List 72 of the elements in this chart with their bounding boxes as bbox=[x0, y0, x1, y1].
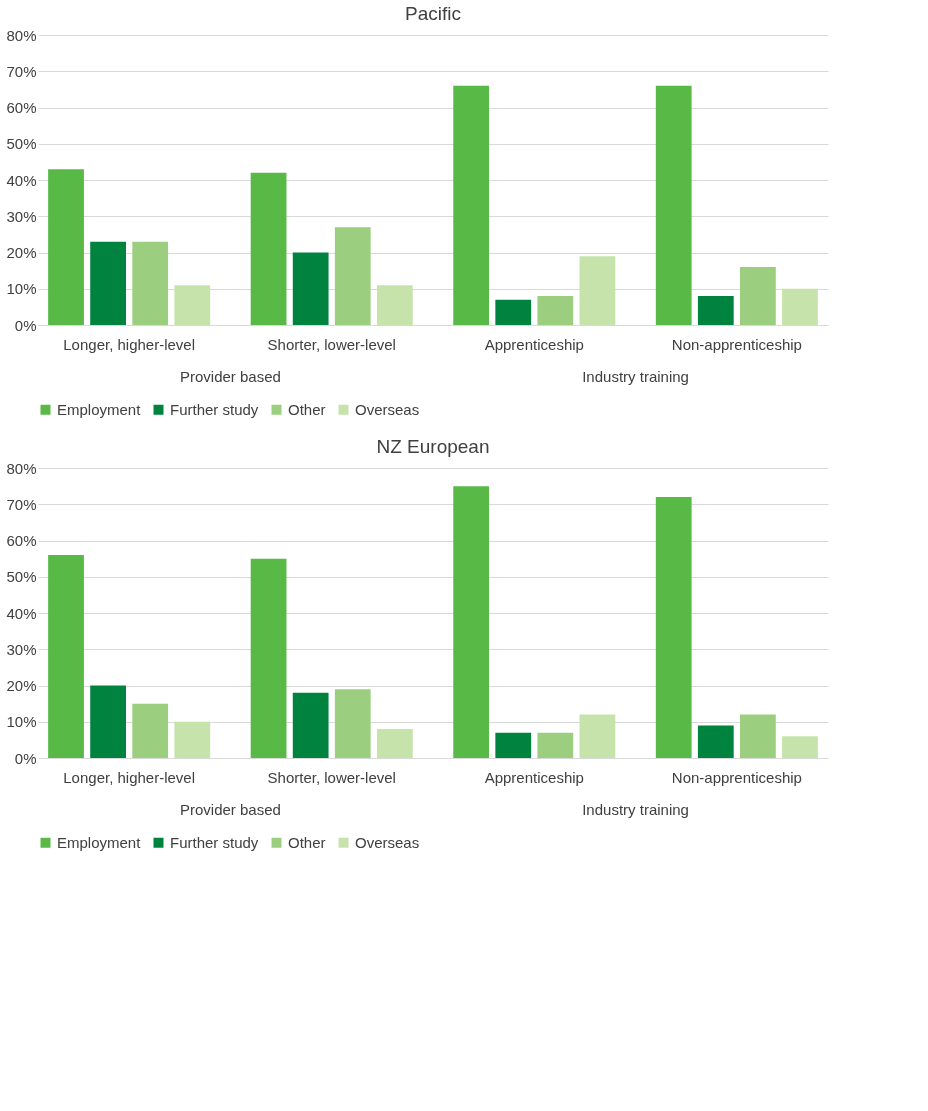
legend-label: Employment bbox=[57, 400, 142, 418]
bar bbox=[655, 497, 692, 758]
legend-label: Other bbox=[288, 400, 326, 418]
x-tick-label: Longer, higher-level bbox=[63, 768, 196, 786]
x-tick-label: Non-apprenticeship bbox=[671, 768, 802, 786]
text: Provider based bbox=[179, 368, 281, 385]
x-tick-label: Non-apprenticeship bbox=[671, 335, 802, 353]
bar bbox=[697, 296, 734, 325]
bar bbox=[782, 736, 818, 758]
y-tick-label: 10% bbox=[6, 280, 37, 298]
y-tick-label: 40% bbox=[6, 171, 37, 189]
y-tick-label: 0% bbox=[14, 749, 37, 767]
x-tick-label: Shorter, lower-level bbox=[267, 768, 396, 786]
x-tick-label: Apprenticeship bbox=[484, 335, 584, 353]
bar bbox=[292, 692, 329, 758]
bar bbox=[132, 241, 169, 325]
bar bbox=[376, 285, 413, 325]
text: Industry training bbox=[582, 368, 689, 385]
chart-title: Pacific bbox=[405, 3, 461, 24]
legend-label: Further study bbox=[170, 400, 259, 418]
bar bbox=[132, 703, 169, 758]
y-tick-label: 50% bbox=[6, 135, 37, 153]
y-tick-label: 80% bbox=[6, 459, 37, 477]
bar bbox=[174, 285, 211, 325]
bar bbox=[48, 169, 84, 325]
y-tick-label: 70% bbox=[6, 62, 37, 80]
y-tick-label: 60% bbox=[6, 99, 37, 116]
text: Industry training bbox=[582, 801, 689, 818]
bar bbox=[579, 256, 616, 325]
x-tick-label: Shorter, lower-level bbox=[267, 335, 396, 353]
y-tick-label: 60% bbox=[6, 532, 37, 549]
bar bbox=[740, 714, 776, 758]
bar bbox=[740, 267, 776, 325]
x-tick-label: Longer, higher-level bbox=[63, 335, 196, 353]
bar bbox=[90, 241, 126, 325]
bar bbox=[537, 296, 574, 325]
bar bbox=[453, 486, 490, 758]
bar bbox=[453, 85, 490, 325]
y-tick-label: 30% bbox=[6, 207, 37, 225]
y-tick-label: 20% bbox=[6, 677, 37, 694]
bar bbox=[782, 288, 818, 325]
x-tick-label: Apprenticeship bbox=[484, 768, 584, 786]
text: Provider based bbox=[179, 801, 281, 818]
y-tick-label: 10% bbox=[6, 713, 37, 731]
bar bbox=[537, 732, 574, 758]
bar bbox=[250, 172, 287, 325]
bar bbox=[174, 721, 211, 758]
y-tick-label: 80% bbox=[6, 26, 37, 44]
y-tick-label: 50% bbox=[6, 568, 37, 586]
bar bbox=[655, 85, 692, 325]
bar bbox=[579, 714, 616, 758]
bar bbox=[90, 685, 126, 758]
chart-title: NZ European bbox=[376, 436, 490, 457]
legend-label: Other bbox=[288, 833, 326, 851]
bar bbox=[495, 299, 532, 325]
y-tick-label: 70% bbox=[6, 495, 37, 513]
bar bbox=[334, 227, 371, 325]
bar bbox=[376, 729, 413, 758]
y-tick-label: 20% bbox=[6, 244, 37, 261]
y-tick-label: 40% bbox=[6, 604, 37, 622]
legend-label: Overseas bbox=[355, 400, 420, 418]
legend-label: Further study bbox=[170, 833, 259, 851]
bar bbox=[250, 558, 287, 758]
legend-label: Employment bbox=[57, 833, 142, 851]
legend-label: Overseas bbox=[355, 833, 420, 851]
bar bbox=[48, 555, 84, 758]
bar bbox=[697, 725, 734, 758]
bar bbox=[334, 689, 371, 758]
y-tick-label: 0% bbox=[14, 316, 37, 334]
y-tick-label: 30% bbox=[6, 640, 37, 658]
bar bbox=[292, 252, 329, 325]
bar bbox=[495, 732, 532, 758]
